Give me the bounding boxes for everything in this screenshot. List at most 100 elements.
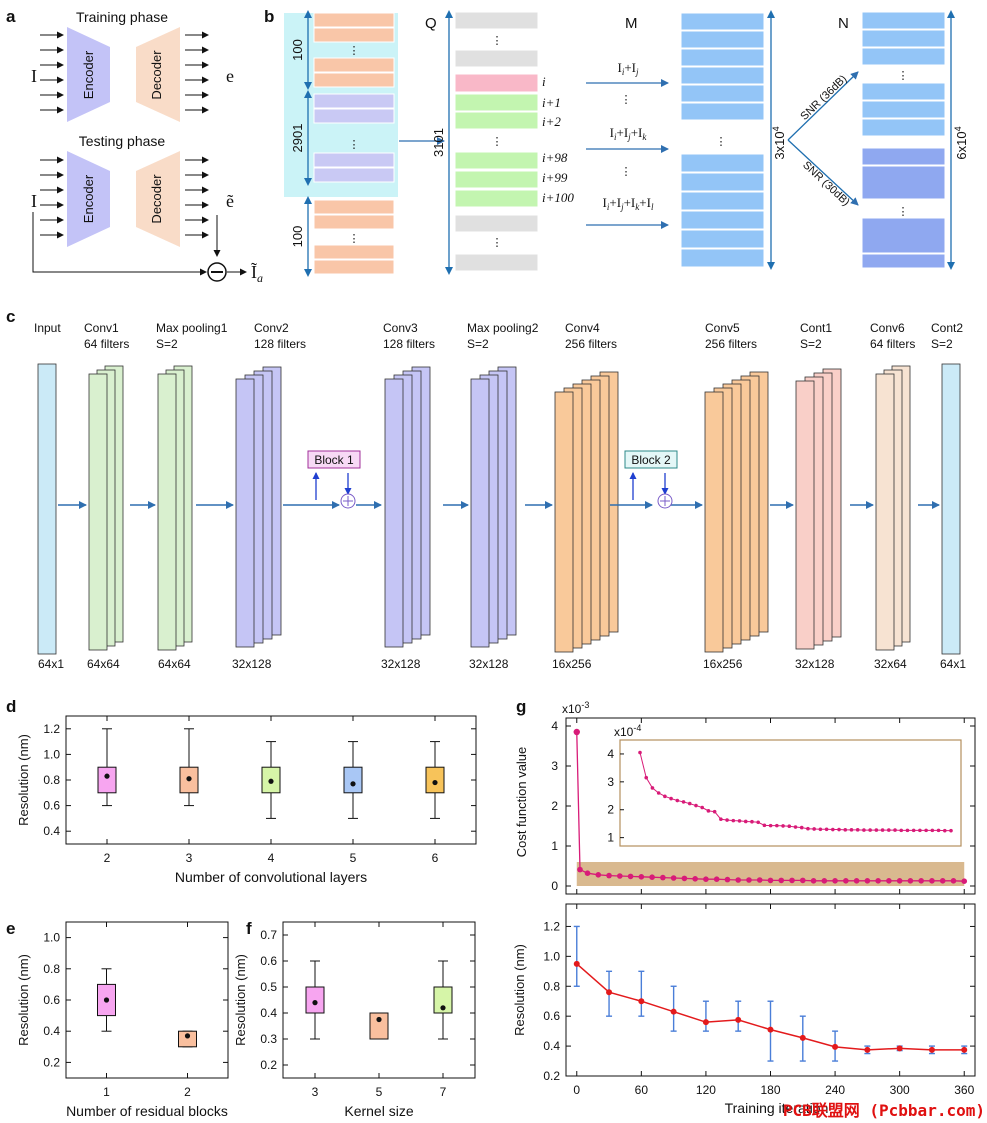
box bbox=[178, 1030, 197, 1048]
x-axis-label: Kernel size bbox=[344, 1103, 413, 1119]
panel-letter-d: d bbox=[6, 697, 16, 716]
training-decoder-label: Decoder bbox=[149, 50, 164, 100]
cost-point bbox=[939, 878, 946, 884]
resolution-point bbox=[767, 1026, 774, 1033]
y-tick-label: 0 bbox=[551, 879, 558, 893]
n-row-36db bbox=[861, 82, 946, 101]
layer-sub: 128 filters bbox=[383, 337, 435, 351]
inset-point bbox=[650, 786, 655, 790]
inset-point bbox=[930, 828, 935, 833]
ellipsis: ⋮ bbox=[349, 45, 360, 57]
inset-point bbox=[874, 828, 879, 832]
x-tick-label: 300 bbox=[890, 1083, 910, 1097]
inset-point bbox=[818, 827, 823, 832]
resolution-point bbox=[573, 960, 580, 967]
resolution-point bbox=[961, 1046, 968, 1053]
layer-name: Conv6 bbox=[870, 321, 905, 335]
cost-point bbox=[929, 878, 935, 884]
inset-y-tick-label: 1 bbox=[607, 831, 614, 845]
block-1-box bbox=[307, 450, 361, 469]
m-row bbox=[680, 30, 765, 49]
layer-name: Cont1 bbox=[800, 321, 832, 335]
inset-point bbox=[949, 828, 953, 833]
p-prime-stack: ⋮ ⋮ ⋮ 100 2901 100 bbox=[290, 10, 445, 277]
y-axis-label: Resolution (nm) bbox=[16, 954, 31, 1046]
y-tick-label: 1.2 bbox=[43, 722, 60, 736]
ellipsis: ⋮ bbox=[492, 35, 503, 47]
inset-point bbox=[737, 819, 742, 823]
snr30-label: SNR (30dB) bbox=[800, 159, 852, 208]
layer-size: 16x256 bbox=[703, 657, 743, 671]
chart-d: 0.4 0.6 0.8 1.0 1.2 2 3 4 5 6 Number of convolutio… bbox=[16, 715, 477, 885]
layer-size: 16x256 bbox=[552, 657, 592, 671]
layer-sub: S=2 bbox=[156, 337, 178, 351]
inset-frame bbox=[619, 739, 962, 847]
testing-output-arrows bbox=[185, 156, 209, 239]
p-row-orange bbox=[313, 57, 395, 73]
x-tick-label: 1 bbox=[103, 1085, 110, 1099]
watermark: PCB联盟网 (Pcbbar.com) bbox=[783, 1101, 985, 1120]
testing-phase-label: Testing phase bbox=[79, 133, 166, 149]
sum-ijkl: Ii+Ij+Ik+Il bbox=[603, 195, 654, 212]
x-tick-label: 5 bbox=[350, 851, 357, 865]
x-tick-label: 5 bbox=[376, 1085, 383, 1099]
resolution-point bbox=[832, 1043, 839, 1050]
p-row-orange bbox=[313, 214, 395, 230]
x-tick-label: 2 bbox=[104, 851, 111, 865]
layer-sheet bbox=[470, 378, 490, 648]
x-tick-label: 3 bbox=[186, 851, 193, 865]
resolution-point bbox=[896, 1045, 903, 1052]
layer-size: 32x128 bbox=[469, 657, 509, 671]
inset-y-tick-label: 4 bbox=[607, 747, 614, 761]
cost-point bbox=[778, 877, 785, 884]
x-tick-label: 60 bbox=[635, 1083, 649, 1097]
layer-size: 64x1 bbox=[940, 657, 966, 671]
training-phase-label: Training phase bbox=[76, 9, 168, 25]
cost-point bbox=[649, 874, 655, 880]
cost-point bbox=[713, 876, 720, 882]
testing-decoder bbox=[136, 151, 180, 247]
resolution-point bbox=[670, 1008, 677, 1015]
block-2-label: Block 2 bbox=[631, 453, 671, 467]
mean-dot bbox=[312, 1000, 318, 1006]
panel-c: c Input 64x1 Conv1 64 filters 64x64 Max pooli… bbox=[6, 307, 966, 671]
inset-point bbox=[855, 828, 860, 832]
p-row-purple bbox=[313, 108, 395, 124]
p-row-orange bbox=[313, 27, 395, 43]
inset-point bbox=[762, 823, 767, 828]
layer-sheet bbox=[157, 373, 177, 651]
y-tick-label: 1.0 bbox=[43, 747, 60, 761]
row-i2-label: i+2 bbox=[542, 114, 561, 129]
inset-point bbox=[837, 827, 841, 832]
resolution-point bbox=[702, 1019, 709, 1026]
inset-point bbox=[849, 828, 854, 832]
n-row-36db bbox=[861, 11, 946, 30]
anomaly-symbol: Ĩa bbox=[251, 261, 263, 285]
m-row bbox=[680, 84, 765, 103]
testing-encoder-label: Encoder bbox=[81, 174, 96, 223]
snr30-arrow bbox=[787, 139, 859, 206]
training-output-symbol: e bbox=[226, 66, 234, 86]
cost-point bbox=[950, 878, 957, 884]
training-encoder bbox=[67, 27, 110, 122]
inset-point bbox=[719, 817, 723, 822]
n-row-36db bbox=[861, 47, 946, 66]
x-tick-label: 3 bbox=[312, 1085, 319, 1099]
y-axis-label: Cost function value bbox=[514, 747, 529, 858]
cost-point bbox=[799, 877, 806, 884]
p-row-purple bbox=[313, 152, 395, 168]
panel-letter-a: a bbox=[6, 7, 16, 26]
m-row bbox=[680, 191, 765, 211]
inset-point bbox=[799, 825, 804, 830]
y-tick-label: 0.8 bbox=[43, 773, 60, 787]
inset-point bbox=[750, 819, 754, 824]
inset-point bbox=[868, 828, 872, 832]
inset-point bbox=[644, 775, 649, 780]
m-row bbox=[680, 229, 765, 249]
p-row-orange bbox=[313, 259, 395, 275]
y-tick-label: 1 bbox=[551, 839, 558, 853]
testing-output-symbol: ẽ bbox=[226, 191, 234, 211]
